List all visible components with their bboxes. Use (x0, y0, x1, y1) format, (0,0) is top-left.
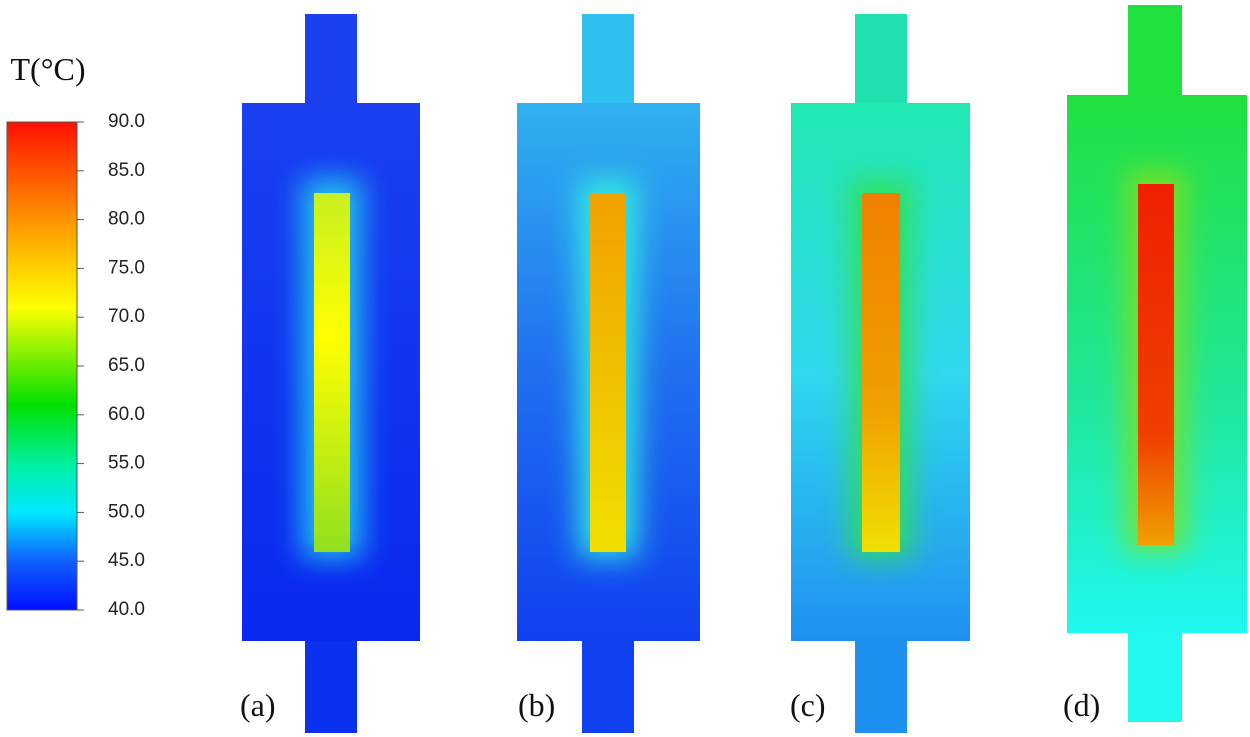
panel-label: (b) (518, 687, 555, 723)
inlet (582, 14, 634, 104)
tick-label: 75.0 (108, 257, 145, 278)
inlet (305, 14, 357, 104)
panel: (c) (790, 14, 970, 733)
tick-label: 40.0 (108, 599, 145, 620)
panel: (a) (240, 14, 420, 733)
panels: (a) (b) (c) (d) (240, 5, 1247, 733)
inlet (855, 14, 907, 104)
tick-label: 70.0 (108, 306, 145, 327)
panel: (d) (1063, 5, 1247, 723)
heater (314, 193, 350, 552)
panel: (b) (517, 14, 700, 733)
tick-label: 50.0 (108, 501, 145, 522)
tick-label: 55.0 (108, 453, 145, 474)
heater (862, 193, 900, 552)
tick-label: 45.0 (108, 550, 145, 571)
panel-label: (c) (790, 687, 826, 723)
tick-label: 60.0 (108, 404, 145, 425)
tick-label: 85.0 (108, 160, 145, 181)
tick-label: 80.0 (108, 209, 145, 230)
colorbar (6, 121, 78, 611)
outlet (305, 640, 357, 733)
outlet (1128, 632, 1182, 722)
panel-label: (d) (1063, 687, 1100, 723)
colorbar-title: T(°C) (11, 51, 86, 87)
tick-label: 90.0 (108, 111, 145, 132)
tick-label: 65.0 (108, 355, 145, 376)
outlet (582, 640, 634, 733)
inlet (1128, 5, 1182, 96)
panel-label: (a) (240, 687, 276, 723)
outlet (855, 640, 907, 733)
heater (590, 193, 626, 552)
heater (1138, 184, 1174, 545)
